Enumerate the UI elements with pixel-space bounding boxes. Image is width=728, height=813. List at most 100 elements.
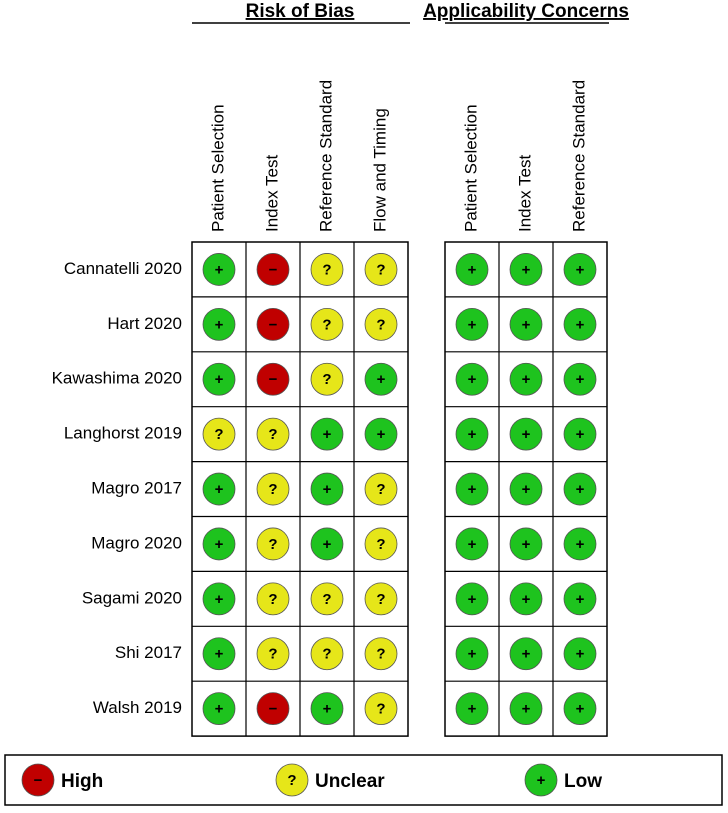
rating-dot	[202, 472, 236, 506]
rating-symbol: +	[468, 591, 477, 608]
rating-dot	[364, 472, 398, 506]
rating-dot	[202, 362, 236, 396]
rating-symbol: +	[576, 536, 585, 553]
legend-symbol: −	[34, 772, 43, 789]
column-header: Patient Selection	[208, 104, 227, 232]
rating-dot	[256, 692, 290, 726]
study-name: Magro 2020	[91, 533, 182, 552]
rating-dot	[202, 253, 236, 286]
rating-symbol: +	[377, 426, 386, 443]
rating-dot	[509, 692, 543, 726]
rating-symbol: +	[576, 481, 585, 498]
rating-symbol: ?	[322, 316, 331, 333]
legend-symbol: ?	[287, 772, 296, 789]
rating-symbol: ?	[322, 261, 331, 278]
rating-symbol: +	[215, 261, 224, 278]
rating-dot	[509, 307, 543, 341]
column-header: Reference Standard	[316, 80, 335, 232]
rating-dot	[256, 362, 290, 396]
rating-symbol: +	[522, 316, 531, 333]
study-name: Cannatelli 2020	[64, 259, 182, 278]
rating-symbol: +	[522, 591, 531, 608]
legend-dot	[275, 763, 309, 797]
rating-symbol: ?	[376, 261, 385, 278]
study-name: Sagami 2020	[82, 588, 182, 607]
rating-dot	[364, 582, 398, 616]
rating-dot	[455, 472, 489, 506]
rating-dot	[202, 637, 236, 671]
rating-symbol: +	[377, 371, 386, 388]
rating-symbol: +	[323, 536, 332, 553]
study-name: Magro 2017	[91, 479, 182, 498]
group-title: Risk of Bias	[246, 1, 355, 22]
rating-dot	[202, 417, 236, 451]
study-name: Hart 2020	[107, 314, 182, 333]
rating-symbol: +	[215, 481, 224, 498]
rating-symbol: +	[522, 426, 531, 443]
rating-dot	[310, 527, 344, 561]
column-header: Patient Selection	[461, 104, 480, 232]
rating-symbol: +	[323, 481, 332, 498]
legend-symbol: +	[537, 772, 546, 789]
rating-dot	[310, 307, 344, 341]
rating-dot	[455, 307, 489, 341]
rating-dot	[563, 253, 597, 286]
rating-dot	[364, 417, 398, 451]
rating-dot	[509, 253, 543, 286]
rating-dot	[455, 417, 489, 451]
rating-symbol: ?	[268, 481, 277, 498]
rating-symbol: +	[576, 426, 585, 443]
rating-dot	[310, 362, 344, 396]
legend-box	[4, 754, 723, 806]
rating-symbol: +	[576, 646, 585, 663]
rating-dot	[455, 637, 489, 671]
rating-symbol: +	[522, 701, 531, 718]
rating-symbol: ?	[214, 426, 223, 443]
rating-symbol: +	[468, 536, 477, 553]
study-name: Kawashima 2020	[52, 369, 182, 388]
rating-dot	[509, 472, 543, 506]
rating-symbol: ?	[268, 426, 277, 443]
rating-symbol: +	[215, 591, 224, 608]
rating-dot	[202, 527, 236, 561]
rating-dot	[256, 527, 290, 561]
rating-dot	[563, 362, 597, 396]
rating-symbol: ?	[268, 536, 277, 553]
rating-dot	[202, 582, 236, 616]
legend-label: Unclear	[315, 771, 385, 792]
rating-symbol: ?	[268, 591, 277, 608]
rating-symbol: +	[468, 646, 477, 663]
rating-symbol: +	[522, 371, 531, 388]
rating-dot	[509, 417, 543, 451]
rating-dot	[202, 692, 236, 726]
rating-symbol: +	[215, 371, 224, 388]
rating-symbol: +	[468, 316, 477, 333]
study-name: Langhorst 2019	[64, 424, 182, 443]
rating-dot	[563, 527, 597, 561]
rating-symbol: ?	[322, 591, 331, 608]
rating-dot	[364, 307, 398, 341]
rating-symbol: +	[468, 371, 477, 388]
legend-dot	[21, 763, 55, 797]
rating-symbol: +	[576, 701, 585, 718]
study-name: Shi 2017	[115, 643, 182, 662]
rating-dot	[509, 637, 543, 671]
rating-dot	[563, 307, 597, 341]
rating-symbol: +	[468, 261, 477, 278]
group-title: Applicability Concerns	[423, 1, 629, 22]
rating-symbol: +	[468, 481, 477, 498]
legend-label: High	[61, 771, 103, 792]
rating-dot	[202, 307, 236, 341]
rating-symbol: +	[522, 536, 531, 553]
rating-symbol: −	[269, 371, 278, 388]
rating-dot	[310, 582, 344, 616]
rating-symbol: ?	[376, 536, 385, 553]
rating-symbol: +	[522, 481, 531, 498]
rating-dot	[256, 253, 290, 286]
rating-dot	[455, 692, 489, 726]
rating-symbol: ?	[376, 701, 385, 718]
rating-symbol: +	[576, 371, 585, 388]
rating-symbol: +	[576, 316, 585, 333]
rating-symbol: +	[576, 591, 585, 608]
